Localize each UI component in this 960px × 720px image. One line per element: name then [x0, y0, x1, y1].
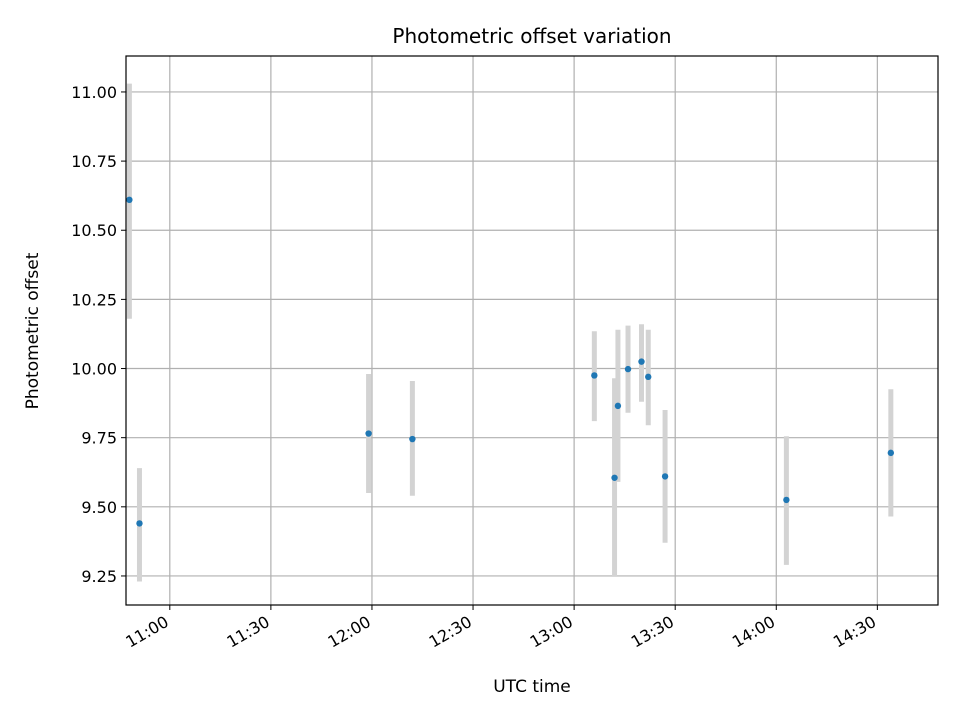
y-tick-label: 11.00: [71, 83, 117, 102]
grid: [126, 56, 938, 605]
data-point: [409, 435, 416, 443]
y-axis: 9.25 9.50 9.75 10.00 10.25 10.50 10.75 11.00: [71, 83, 126, 586]
data-point: [624, 365, 632, 373]
data-point: [614, 402, 622, 410]
chart-title: Photometric offset variation: [392, 24, 671, 48]
data-point: [591, 372, 598, 379]
y-tick-label: 10.25: [71, 290, 117, 309]
y-tick-label: 9.75: [81, 429, 117, 448]
plot-frame: [125, 55, 939, 606]
y-tick-label: 10.00: [71, 360, 117, 379]
data-point: [661, 473, 669, 480]
data-points: [126, 196, 895, 527]
x-axis-label: UTC time: [493, 677, 571, 697]
y-tick-label: 9.25: [81, 567, 117, 586]
y-tick-label: 10.75: [71, 152, 117, 171]
data-point: [645, 373, 652, 381]
y-axis-label: Photometric offset: [23, 252, 43, 409]
y-tick-label: 10.50: [71, 221, 117, 240]
data-point: [887, 449, 895, 457]
data-point: [136, 520, 143, 527]
data-point: [611, 474, 618, 481]
data-point: [126, 196, 133, 204]
data-point: [365, 430, 372, 437]
data-point: [638, 358, 645, 365]
data-point: [783, 496, 790, 504]
y-tick-label: 9.50: [81, 498, 117, 517]
